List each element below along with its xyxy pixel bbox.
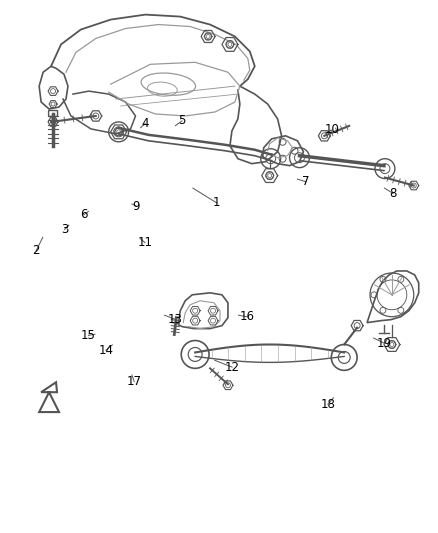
Text: 19: 19 <box>377 337 392 350</box>
Text: 17: 17 <box>127 375 141 388</box>
Text: 14: 14 <box>99 344 113 357</box>
Text: 11: 11 <box>138 236 152 249</box>
Text: 10: 10 <box>325 123 339 136</box>
Text: 2: 2 <box>32 244 40 257</box>
Text: 6: 6 <box>80 208 88 221</box>
Text: 1: 1 <box>213 197 221 209</box>
Text: 3: 3 <box>61 223 68 236</box>
Text: 15: 15 <box>81 329 96 342</box>
Text: 16: 16 <box>240 310 255 324</box>
Text: 13: 13 <box>168 313 183 326</box>
Text: 18: 18 <box>320 398 335 411</box>
Text: 12: 12 <box>225 361 240 374</box>
Text: 9: 9 <box>133 200 140 213</box>
Text: 8: 8 <box>389 187 397 200</box>
Text: 5: 5 <box>178 115 186 127</box>
Text: 4: 4 <box>141 117 149 130</box>
Text: 7: 7 <box>302 175 310 188</box>
